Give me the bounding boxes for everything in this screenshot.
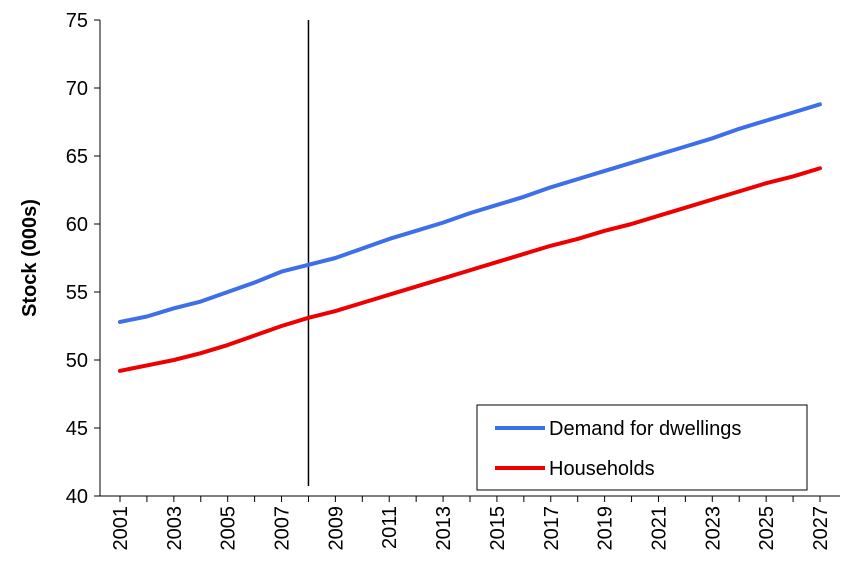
x-tick-label: 2011 (379, 506, 401, 549)
y-tick-label: 75 (66, 10, 88, 32)
legend-label-0: Demand for dwellings (549, 418, 741, 440)
x-tick-label: 2019 (595, 506, 617, 551)
x-tick-label: 2003 (164, 506, 186, 551)
x-tick-label: 2023 (702, 506, 724, 551)
x-tick-label: 2025 (756, 506, 778, 551)
x-tick-label: 2017 (541, 506, 563, 551)
axes: 40 45 50 55 60 65 70 75 2001 2003 2005 2007 2009 2011… (66, 10, 840, 551)
x-tick-label: 2027 (810, 506, 832, 551)
x-tick-label: 2009 (325, 506, 347, 551)
y-tick-label: 65 (66, 146, 88, 168)
legend-label-1: Households (549, 458, 655, 480)
legend-box (476, 404, 808, 491)
x-tick-label: 2021 (648, 506, 670, 551)
y-tick-label: 70 (66, 78, 88, 100)
y-tick-label: 60 (66, 214, 88, 236)
x-tick-label: 2013 (433, 506, 455, 551)
x-tick-label: 2007 (272, 506, 294, 551)
x-tick-label: 2001 (110, 506, 132, 551)
legend: Demand for dwellings Households (476, 404, 808, 491)
x-tick-label: 2015 (487, 506, 509, 551)
y-tick-label: 45 (66, 418, 88, 440)
y-tick-label: 50 (66, 350, 88, 372)
series-line-1 (118, 166, 822, 373)
y-axis-title: Stock (000s) (19, 199, 41, 317)
series-line-0 (118, 102, 822, 324)
y-tick-label: 40 (66, 486, 88, 508)
series-lines (118, 102, 822, 373)
y-tick-label: 55 (66, 282, 88, 304)
x-tick-label: 2005 (218, 506, 240, 551)
